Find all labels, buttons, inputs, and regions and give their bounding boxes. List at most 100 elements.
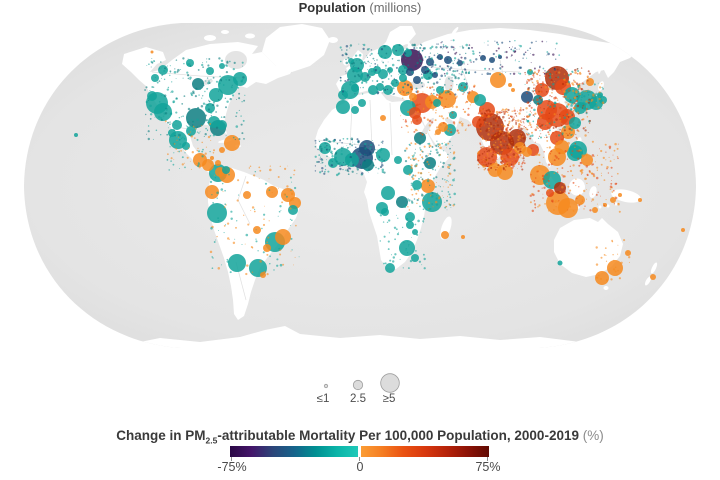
city-dot [533, 115, 536, 117]
city-dot [359, 69, 363, 72]
city-dot [454, 93, 457, 96]
city-dot [230, 86, 233, 89]
city-dot [485, 164, 487, 167]
city-dot [506, 144, 509, 147]
city-dot [555, 72, 558, 74]
city-dot [520, 165, 523, 168]
city-dot [422, 59, 424, 61]
city-dot [177, 136, 180, 138]
city-dot [366, 170, 369, 172]
city-dot [362, 86, 365, 89]
city-dot [533, 67, 536, 70]
city-dot [520, 133, 523, 135]
city-dot [420, 176, 422, 178]
city-dot [609, 147, 611, 150]
city-dot [589, 106, 592, 109]
city-dot [493, 153, 496, 156]
city-dot [541, 81, 544, 84]
city-dot [358, 54, 362, 57]
city-dot [558, 101, 560, 103]
city-dot [244, 243, 246, 245]
city-dot [212, 202, 215, 204]
city-dot [395, 66, 398, 69]
city-dot [413, 94, 416, 97]
city-dot [385, 89, 386, 91]
city-dot [414, 112, 417, 115]
city-dot [170, 91, 172, 93]
city-dot [452, 39, 455, 42]
city-dot [566, 82, 569, 86]
city-dot [427, 163, 430, 166]
city-dot [434, 160, 436, 162]
city-dot [596, 203, 598, 205]
city-dot [597, 106, 600, 109]
city-dot [525, 126, 527, 129]
city-dot [498, 147, 502, 150]
city-dot [617, 157, 619, 160]
city-dot [232, 67, 235, 71]
city-dot [453, 49, 455, 51]
city-dot [431, 203, 434, 205]
city-dot [228, 79, 231, 81]
city-dot [471, 89, 473, 92]
city-dot [576, 129, 579, 132]
city-dot [206, 61, 208, 63]
city-dot [529, 123, 532, 127]
city-dot [166, 65, 168, 67]
city-dot [500, 158, 502, 160]
city-dot [487, 155, 489, 157]
city-dot [509, 164, 511, 166]
city-dot [411, 176, 414, 178]
city-dot [226, 65, 228, 67]
city-dot [295, 224, 297, 227]
city-dot [583, 104, 587, 107]
city-dot [320, 160, 322, 162]
city-dot [581, 94, 584, 96]
city-dot [522, 118, 525, 121]
city-dot [194, 95, 197, 98]
city-dot [400, 115, 402, 117]
city-dot [170, 160, 172, 162]
city-dot [333, 147, 336, 151]
city-dot [617, 244, 619, 246]
city-dot [475, 58, 478, 61]
city-dot [585, 107, 588, 110]
city-dot [523, 143, 526, 145]
city-dot [570, 134, 573, 136]
city-dot [224, 175, 226, 178]
city-dot [180, 68, 182, 71]
city-dot [188, 124, 190, 126]
city-dot [570, 100, 572, 103]
city-dot [176, 70, 179, 73]
city-dot [513, 157, 515, 159]
city-dot [408, 199, 411, 202]
city-dot [349, 155, 352, 159]
city-dot [587, 174, 589, 176]
city-dot [439, 78, 441, 81]
city-dot [447, 90, 450, 93]
city-dot [353, 64, 355, 67]
city-dot [416, 103, 419, 107]
city-dot [549, 86, 552, 88]
city-dot [503, 132, 506, 135]
city-dot [408, 173, 411, 176]
city-dot [450, 80, 452, 82]
city-dot [540, 133, 542, 135]
city-dot [543, 108, 545, 110]
city-dot [538, 204, 541, 207]
city-dot [449, 69, 451, 72]
city-dot [339, 79, 342, 82]
city-dot [500, 111, 503, 114]
city-dot [519, 124, 521, 126]
city-dot [596, 154, 599, 156]
city-dot [612, 268, 616, 271]
city-dot [192, 130, 194, 132]
city-dot [277, 215, 279, 217]
city-dot [496, 169, 498, 171]
city-dot [538, 135, 541, 137]
city-dot [488, 140, 490, 142]
city-dot [436, 140, 438, 142]
city-dot [532, 99, 534, 101]
city-dot [547, 189, 550, 192]
city-dot [483, 124, 486, 127]
